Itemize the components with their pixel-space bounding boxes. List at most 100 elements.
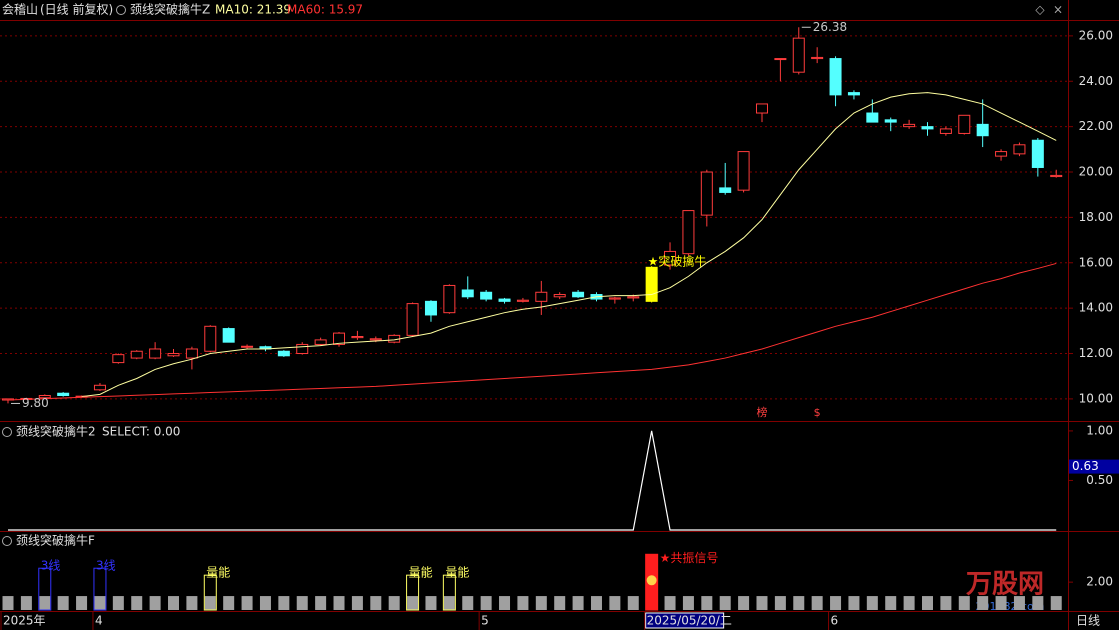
candle-body: [461, 289, 474, 298]
extreme-label: 26.38: [813, 20, 847, 34]
candle-body: [939, 128, 952, 134]
panel2-select: SELECT: 0.00: [102, 425, 180, 439]
base-bar: [20, 596, 32, 610]
base-bar: [241, 596, 253, 610]
candle-body: [277, 350, 290, 357]
base-bar: [131, 596, 143, 610]
candle-body: [682, 210, 695, 255]
y-tick-label: 22.00: [1079, 119, 1113, 133]
base-bar: [903, 596, 915, 610]
base-bar: [756, 596, 768, 610]
base-bar: [885, 596, 897, 610]
base-bar: [168, 596, 180, 610]
indicator-name[interactable]: 颈线突破擒牛Z: [130, 2, 210, 17]
signal-bar: [38, 567, 52, 611]
base-bar: [315, 596, 327, 610]
indicator-icon[interactable]: [116, 5, 126, 15]
candle-body: [38, 394, 51, 399]
base-bar: [388, 596, 400, 610]
period-label: 日线: [1076, 614, 1100, 628]
base-bar: [1013, 596, 1025, 610]
base-bar: [774, 596, 786, 610]
legend-ma60: MA60: 15.97: [287, 3, 363, 17]
base-bar: [39, 596, 51, 610]
x-tick-label: 2025年: [3, 614, 46, 628]
x-tick-label: 6: [831, 614, 839, 628]
money-icon: [646, 575, 657, 586]
signal-annotation: ★突破擒牛: [648, 254, 707, 269]
close-button[interactable]: ×: [1053, 3, 1063, 17]
candle-body: [167, 353, 180, 357]
candle-body: [424, 300, 437, 316]
y-tick-label: 2.00: [1086, 575, 1113, 589]
base-bar: [425, 596, 437, 610]
base-bar: [958, 596, 970, 610]
base-bar: [204, 596, 216, 610]
candle-body: [185, 348, 198, 359]
candle-body: [480, 291, 493, 300]
base-bar: [480, 596, 492, 610]
y-tick-label: 18.00: [1079, 210, 1113, 224]
signal-bar: [406, 574, 420, 611]
candle-body: [241, 345, 254, 348]
indicator-icon[interactable]: [2, 427, 12, 437]
ma-line: [7, 262, 1057, 401]
stock-name: 会稽山: [2, 2, 38, 17]
candle-body: [958, 114, 971, 134]
panel2-title: 颈线突破擒牛2: [16, 424, 96, 439]
base-bar: [1050, 596, 1062, 610]
candle-body: [921, 126, 934, 130]
signal-bar: [93, 567, 107, 611]
base-bar: [517, 596, 529, 610]
x-tick-label: 5: [481, 614, 489, 628]
y-tick-label: 10.00: [1079, 391, 1113, 405]
base-bar: [793, 596, 805, 610]
indicator-icon[interactable]: [2, 536, 12, 546]
x-tick-label: 2025/05/20/二: [647, 614, 732, 628]
candle-body: [204, 325, 217, 352]
candle-body: [369, 338, 382, 341]
candle-body: [976, 123, 989, 137]
panel3-title: 颈线突破擒牛F: [16, 533, 95, 548]
base-bar: [1032, 596, 1044, 610]
event-marker: 榜: [756, 405, 767, 419]
signal-label: 3线: [96, 559, 116, 573]
candle-body: [847, 92, 860, 96]
period: (日线 前复权): [40, 2, 113, 17]
base-bar: [535, 596, 547, 610]
candle-body: [93, 384, 106, 391]
candle-body: [737, 151, 750, 191]
candle-body: [700, 171, 713, 216]
cursor-date-box: [645, 612, 725, 629]
base-bar: [407, 596, 419, 610]
candle-body: [112, 354, 125, 364]
base-bar: [719, 596, 731, 610]
y-tick-label: 0.50: [1086, 473, 1113, 487]
base-bar: [830, 596, 842, 610]
base-bar: [738, 596, 750, 610]
base-bar: [848, 596, 860, 610]
signal-label: 3线: [41, 559, 61, 573]
candle-body: [664, 250, 677, 266]
select-line: [8, 430, 1057, 531]
signal-label: 量能: [409, 566, 433, 580]
base-bar: [554, 596, 566, 610]
base-bar: [370, 596, 382, 610]
base-bar: [590, 596, 602, 610]
legend-ma10: MA10: 21.39: [215, 3, 291, 17]
candle-body: [333, 332, 346, 345]
y-tick-label: 12.00: [1079, 346, 1113, 360]
candle-body: [535, 291, 548, 302]
base-bar: [2, 596, 14, 610]
candle-body: [1013, 144, 1026, 155]
signal-label: ★共振信号: [660, 551, 719, 565]
base-bar: [866, 596, 878, 610]
candle-body: [995, 151, 1008, 157]
base-bar: [995, 596, 1007, 610]
base-bar: [112, 596, 124, 610]
diamond-button[interactable]: ◇: [1035, 3, 1045, 17]
base-bar: [278, 596, 290, 610]
base-bar: [977, 596, 989, 610]
